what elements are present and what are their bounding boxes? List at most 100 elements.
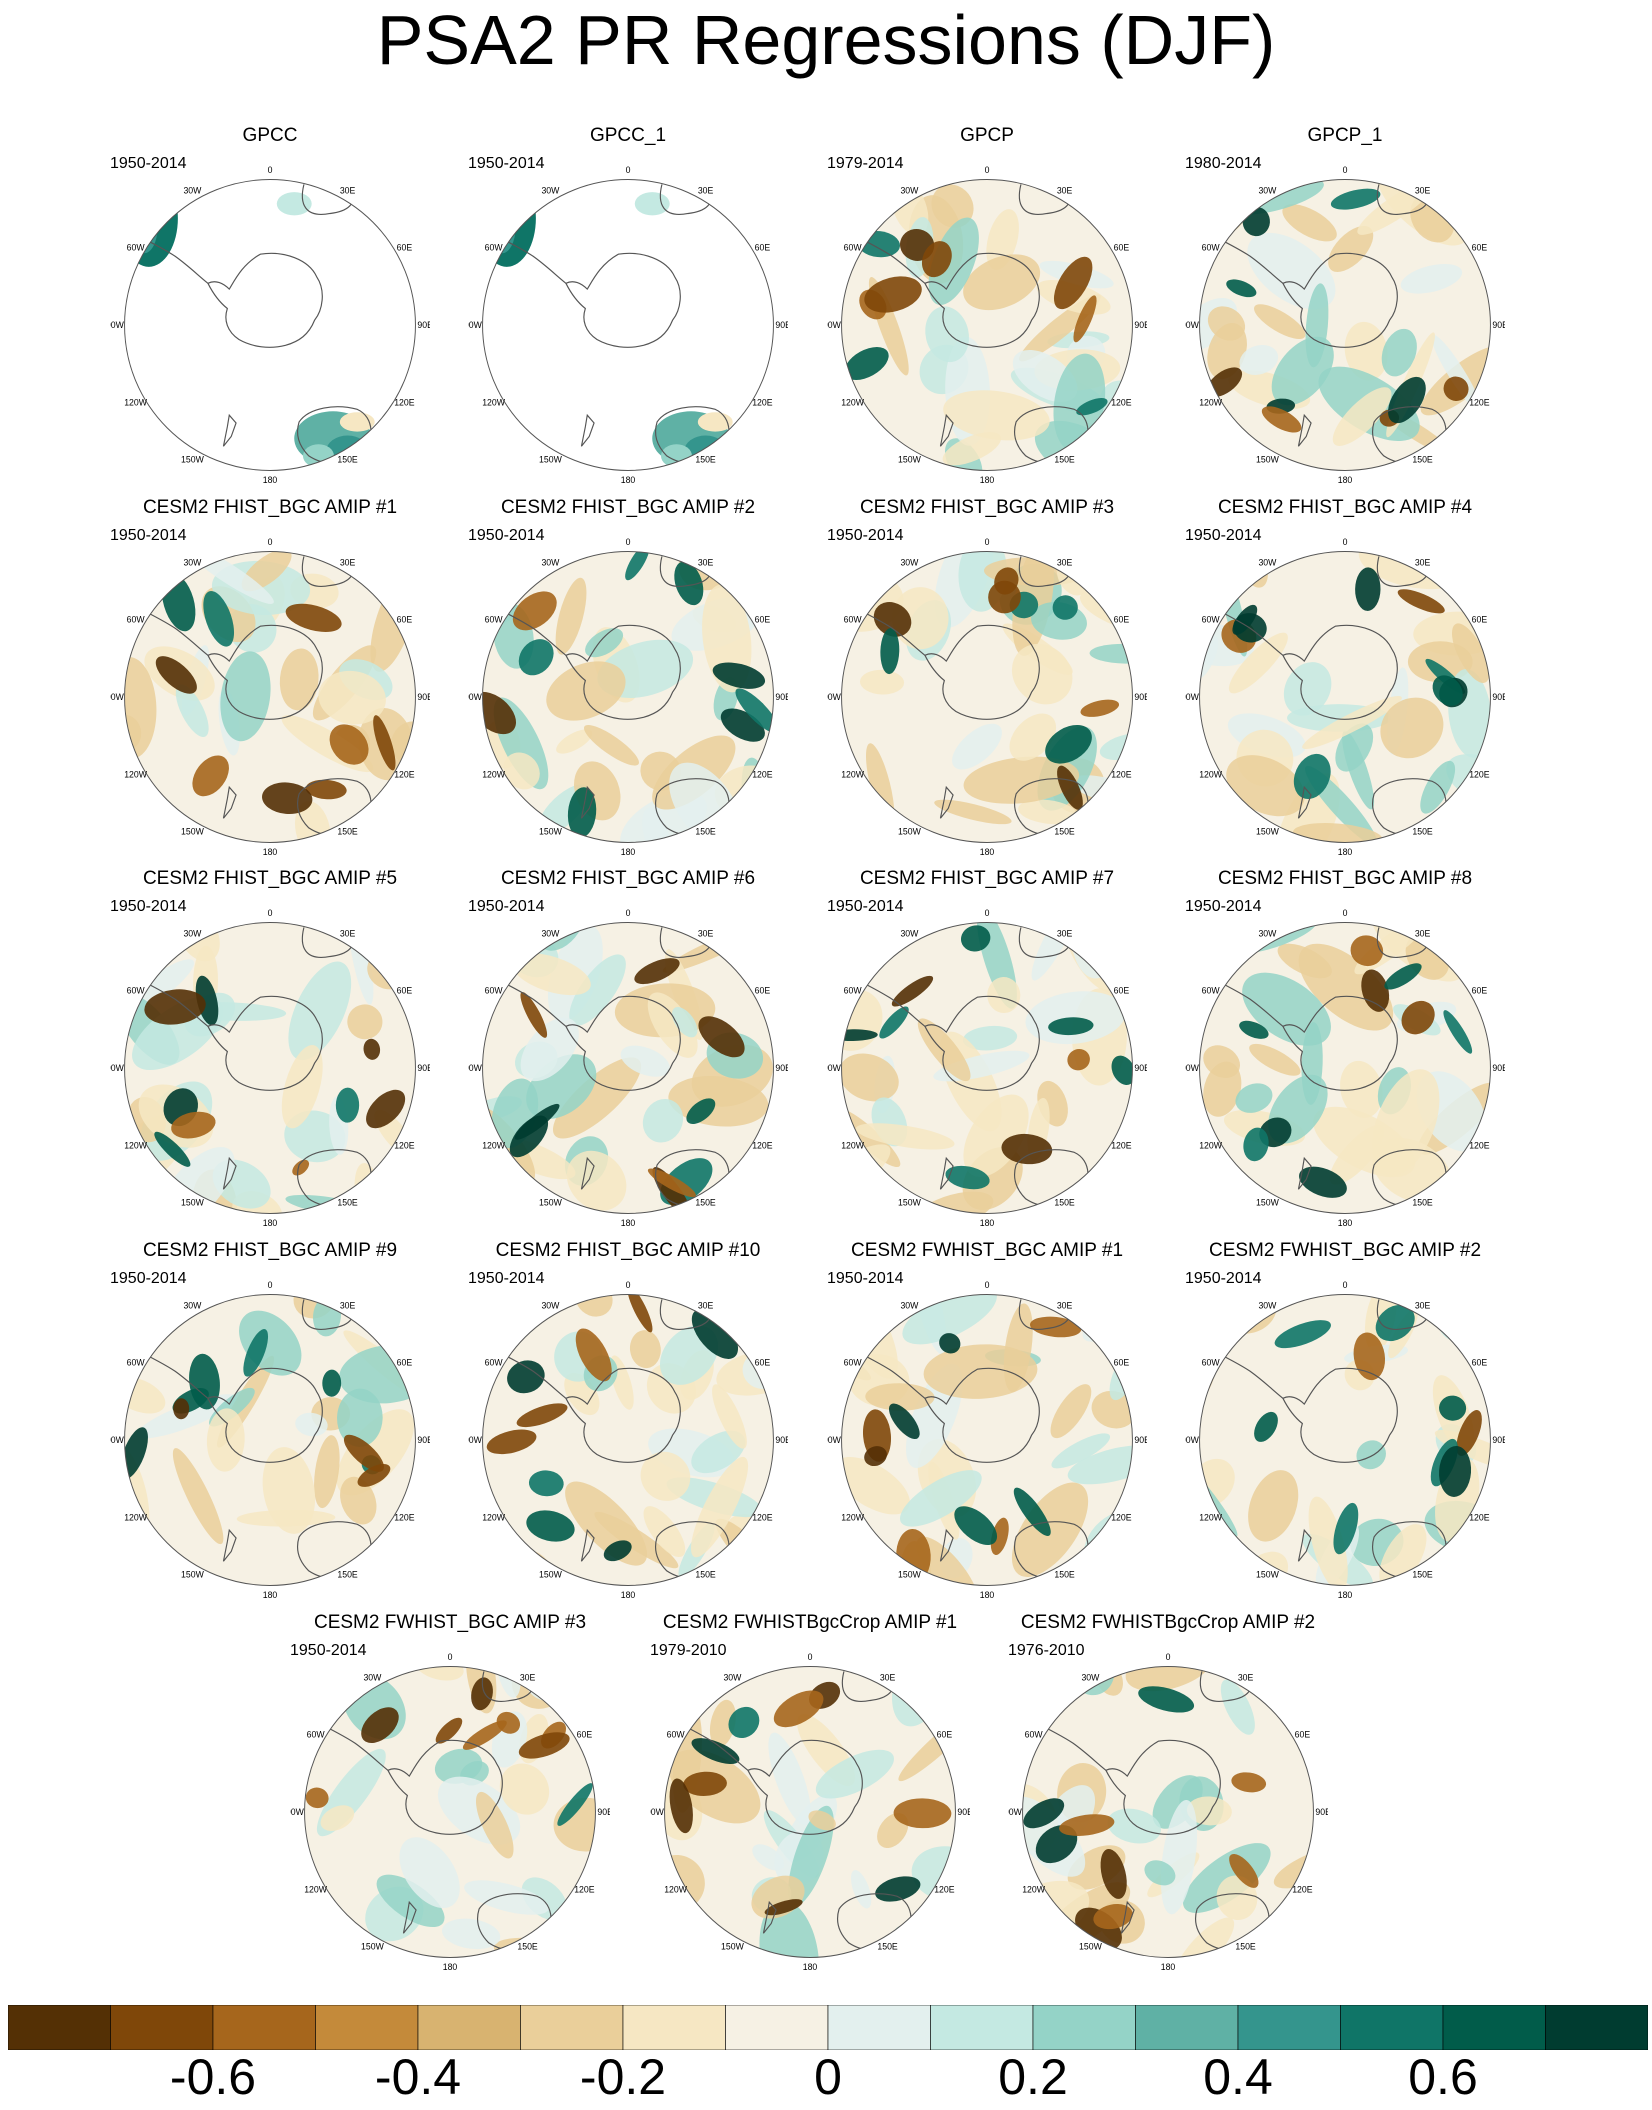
longitude-label: 0 [1343,165,1348,175]
longitude-label: 150E [1412,1197,1433,1207]
longitude-label: 0 [808,1652,813,1662]
longitude-label: 90E [1492,1063,1505,1073]
longitude-label: 60W [844,1357,863,1367]
panel-title: CESM2 FHIST_BGC AMIP #9 [142,1240,398,1261]
longitude-label: 120W [482,769,506,779]
longitude-label: 90W [110,1435,125,1445]
map-panel: CESM2 FHIST_BGC AMIP #7 1950-2014 0 30E 60E 9… [827,868,1147,1228]
longitude-label: 120W [1022,1884,1046,1894]
longitude-label: 90E [1134,1063,1147,1073]
panel-title: CESM2 FWHIST_BGC AMIP #2 [1208,1240,1482,1261]
longitude-label: 30W [183,558,202,568]
longitude-label: 60W [127,242,146,252]
longitude-label: 150W [181,1197,205,1207]
longitude-label: 90W [827,320,842,330]
longitude-label: 90W [110,1063,125,1073]
longitude-label: 60E [1114,1357,1130,1367]
longitude-label: 180 [263,475,278,485]
polar-map: 0 30E 60E 90E 120E 150E 180 150W 120W 90W 60W 30W [1185,165,1505,485]
colorbar-swatch [1032,2005,1136,2050]
longitude-label: 60W [485,614,504,624]
longitude-label: 0 [626,537,631,547]
polar-map: 0 30E 60E 90E 120E 150E 180 150W 120W 90W 60W 30W [827,165,1147,485]
longitude-label: 120E [934,1884,955,1894]
longitude-label: 150W [539,454,563,464]
longitude-label: 150E [1412,1569,1433,1579]
panel-title: CESM2 FWHIST_BGC AMIP #3 [313,1612,587,1633]
panel-period: 1976-2010 [1008,1642,1085,1659]
panel-period: 1950-2014 [110,527,187,544]
longitude-label: 30E [1415,1301,1431,1311]
colorbar-swatch [930,2005,1034,2050]
longitude-label: 90W [827,1063,842,1073]
longitude-label: 30E [340,558,356,568]
longitude-label: 90E [597,1807,610,1817]
colorbar-tick-label: 0.2 [998,2049,1068,2105]
polar-map: 0 30E 60E 90E 120E 150E 180 150W 120W 90W 60W 30W [1185,537,1505,857]
longitude-label: 30W [900,558,919,568]
longitude-label: 90E [417,320,430,330]
longitude-label: 0 [268,165,273,175]
longitude-label: 30E [340,186,356,196]
longitude-label: 30W [183,929,202,939]
longitude-label: 90E [417,692,430,702]
longitude-label: 180 [621,475,636,485]
longitude-label: 90E [1134,320,1147,330]
longitude-label: 30E [1057,1301,1073,1311]
longitude-label: 150E [517,1941,538,1951]
longitude-label: 90E [775,1063,788,1073]
longitude-label: 150E [1235,1941,1256,1951]
colorbar-tick-label: -0.2 [579,2049,667,2105]
map-panel: GPCC 1950-2014 0 30E 60E 90E 120E 150E 180 150W 12… [110,125,430,485]
longitude-label: 120W [1199,1140,1223,1150]
longitude-label: 60E [1472,242,1488,252]
longitude-label: 180 [1161,1962,1176,1972]
longitude-label: 30W [1258,1301,1277,1311]
longitude-label: 150E [877,1941,898,1951]
longitude-label: 30W [723,1673,742,1683]
longitude-label: 30W [541,558,560,568]
longitude-label: 180 [1338,1218,1353,1228]
longitude-label: 30E [698,929,714,939]
longitude-label: 30E [1057,186,1073,196]
polar-map: 0 30E 60E 90E 120E 150E 180 150W 120W 90W 60W 30W [468,165,788,485]
colorbar-tick-label: -0.4 [374,2049,462,2105]
longitude-label: 60E [1472,985,1488,995]
colorbar [8,2005,1648,2050]
panel-title: GPCC_1 [589,125,667,146]
longitude-label: 120W [482,1512,506,1522]
longitude-label: 150E [337,1569,358,1579]
longitude-label: 90W [1008,1807,1023,1817]
colorbar-swatch [725,2005,829,2050]
panel-title: CESM2 FHIST_BGC AMIP #2 [500,497,756,518]
longitude-label: 30E [1057,558,1073,568]
map-panel: CESM2 FHIST_BGC AMIP #3 1950-2014 0 30E 60E 9… [827,497,1147,857]
panel-title: CESM2 FHIST_BGC AMIP #4 [1217,497,1473,518]
longitude-label: 120E [1292,1884,1313,1894]
longitude-label: 150E [337,1197,358,1207]
polar-map: 0 30E 60E 90E 120E 150E 180 150W 120W 90W 60W 30W [110,1280,430,1600]
longitude-label: 60W [485,1357,504,1367]
longitude-label: 90E [1134,1435,1147,1445]
longitude-label: 30W [541,929,560,939]
longitude-label: 150E [1054,454,1075,464]
longitude-label: 90W [468,320,483,330]
longitude-label: 60E [1472,1357,1488,1367]
longitude-label: 120E [1111,769,1132,779]
longitude-label: 90W [1185,1435,1200,1445]
longitude-label: 150E [1412,826,1433,836]
polar-map: 0 30E 60E 90E 120E 150E 180 150W 120W 90W 60W 30W [1008,1652,1328,1972]
longitude-label: 60W [1202,614,1221,624]
longitude-label: 150W [539,826,563,836]
longitude-label: 120W [1199,769,1223,779]
longitude-label: 180 [263,1590,278,1600]
longitude-label: 150W [898,1197,922,1207]
map-panel: CESM2 FWHIST_BGC AMIP #1 1950-2014 0 30E 60E… [827,1240,1147,1600]
longitude-label: 150W [181,826,205,836]
longitude-label: 150W [181,1569,205,1579]
longitude-label: 60E [397,1357,413,1367]
colorbar-swatch [110,2005,214,2050]
longitude-label: 120W [124,1512,148,1522]
longitude-label: 30E [340,1301,356,1311]
longitude-label: 0 [1343,537,1348,547]
